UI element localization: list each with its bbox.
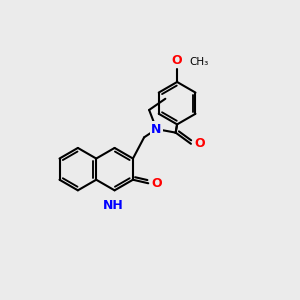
Text: O: O <box>172 54 182 67</box>
Text: NH: NH <box>103 199 124 212</box>
Text: O: O <box>194 137 205 150</box>
Text: CH₃: CH₃ <box>190 57 209 67</box>
Text: O: O <box>152 177 162 190</box>
Text: N: N <box>151 123 162 136</box>
